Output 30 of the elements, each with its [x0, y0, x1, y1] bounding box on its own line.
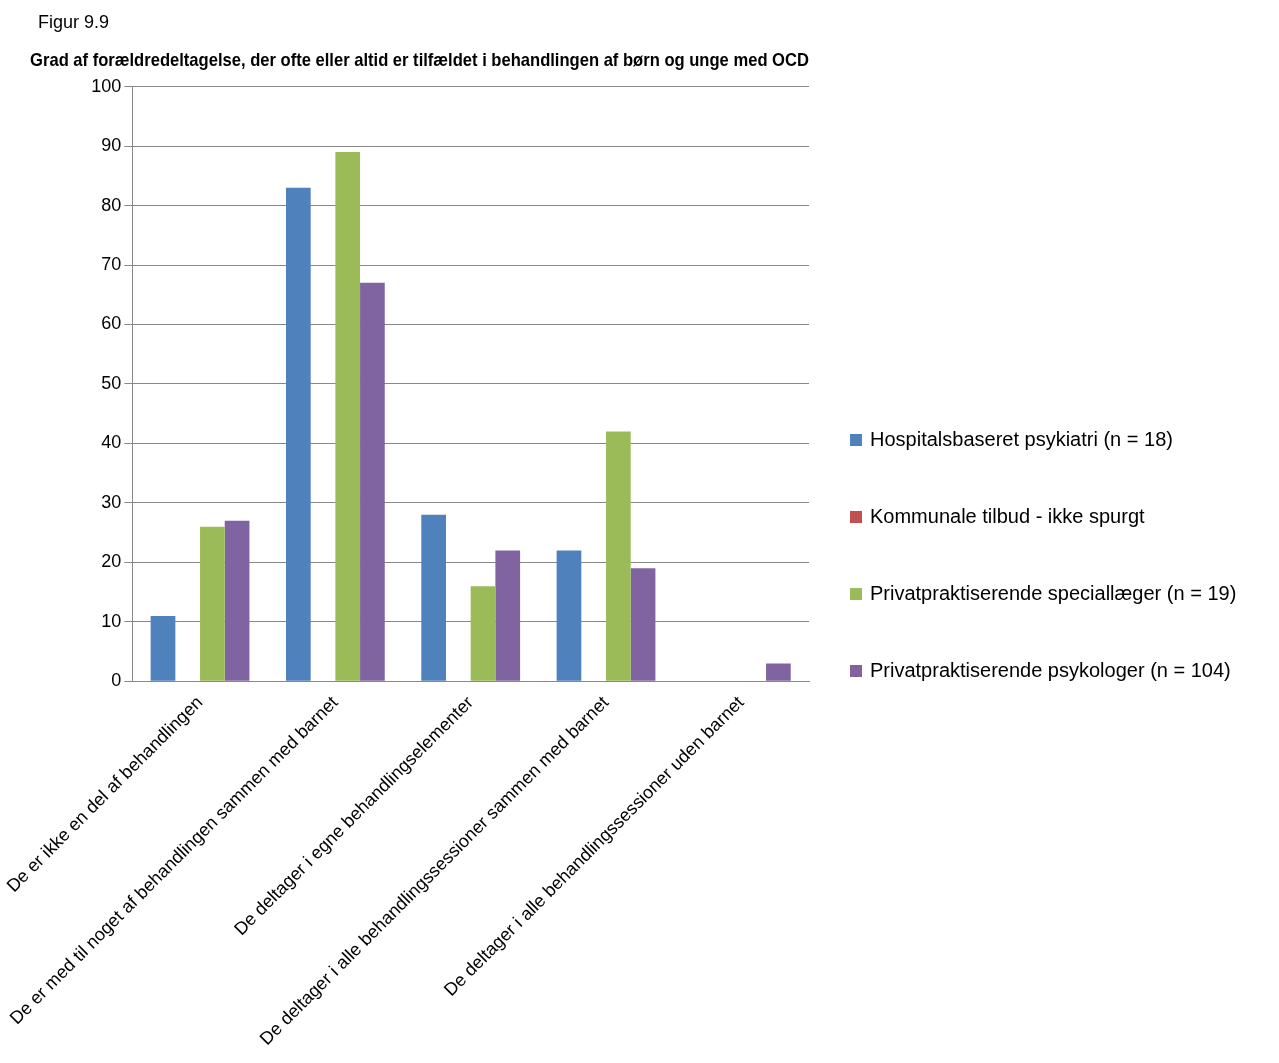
- bar: [360, 282, 385, 681]
- y-tick-label: 60: [101, 313, 122, 334]
- bar: [495, 550, 521, 681]
- bar: [150, 615, 176, 681]
- y-tick-label: 30: [101, 491, 122, 512]
- y-tick-label: 20: [101, 551, 122, 572]
- bar: [556, 550, 582, 681]
- y-tick-label: 80: [101, 194, 122, 215]
- legend-label: Kommunale tilbud - ikke spurgt: [870, 504, 1145, 529]
- legend-label: Privatpraktiserende psykologer (n = 104): [870, 658, 1231, 683]
- y-tick-label: 10: [101, 610, 122, 631]
- bar: [224, 520, 250, 681]
- bar: [606, 431, 631, 681]
- text: Figur 9.9: [38, 11, 110, 32]
- bar: [421, 514, 446, 681]
- chart-title: Grad af forældredeltagelse, der ofte eller altid er tilfældet i behandlingen af børn og unge med OCD: [30, 49, 809, 70]
- bar: [630, 568, 656, 681]
- y-tick-label: 100: [91, 75, 122, 96]
- bar: [200, 526, 225, 681]
- bar: [470, 586, 496, 681]
- y-tick-label: 70: [101, 253, 122, 274]
- bar: [335, 152, 361, 681]
- bar: [285, 187, 311, 681]
- y-tick-label: 50: [101, 372, 122, 393]
- bar: [766, 663, 791, 681]
- y-tick-label: 90: [101, 135, 122, 156]
- legend-label: Privatpraktiserende speciallæger (n = 19): [870, 581, 1237, 606]
- y-tick-label: 40: [101, 432, 122, 453]
- legend-label: Hospitalsbaseret psykiatri (n = 18): [870, 427, 1173, 452]
- y-tick-label: 0: [111, 670, 122, 691]
